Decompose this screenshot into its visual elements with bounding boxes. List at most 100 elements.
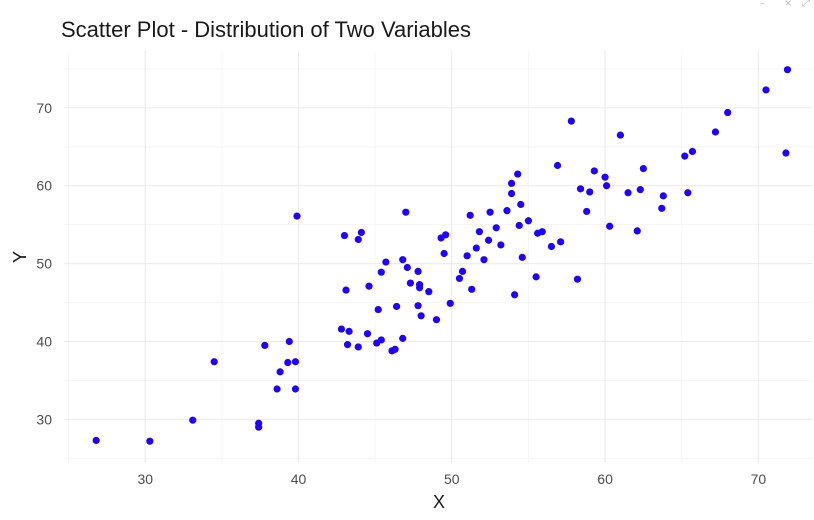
scatter-point — [603, 182, 611, 190]
scatter-point — [377, 336, 385, 344]
scatter-point — [681, 152, 689, 160]
scatter-point — [442, 231, 450, 239]
x-tick-label: 60 — [597, 471, 613, 487]
scatter-point — [382, 258, 390, 266]
scatter-point — [210, 358, 218, 366]
scatter-point — [463, 252, 471, 260]
scatter-point — [553, 161, 562, 170]
scatter-point — [357, 228, 365, 237]
scatter-point — [590, 167, 598, 175]
y-axis-title: Y — [10, 251, 30, 263]
scatter-point — [633, 227, 641, 235]
scatter-point — [518, 253, 526, 261]
scatter-point — [688, 147, 697, 156]
scatter-point — [659, 192, 667, 200]
scatter-point — [639, 165, 647, 173]
x-tick-label: 30 — [137, 471, 153, 487]
scatter-point — [399, 334, 407, 342]
scatter-point — [417, 312, 425, 320]
scatter-point — [276, 368, 284, 376]
minimize-icon: – — [760, 0, 765, 9]
scatter-point — [606, 222, 614, 230]
scatter-point — [354, 343, 362, 351]
scatter-point — [507, 189, 516, 198]
scatter-point — [468, 285, 476, 293]
scatter-point — [146, 437, 154, 445]
scatter-point — [393, 302, 401, 311]
scatter-point — [284, 358, 292, 367]
x-tick-label: 50 — [444, 471, 460, 487]
scatter-point — [472, 244, 480, 252]
scatter-point — [762, 86, 770, 94]
scatter-point — [440, 249, 448, 258]
scatter-point — [517, 200, 525, 209]
scatter-point — [532, 273, 540, 281]
scatter-point — [573, 275, 582, 283]
scatter-point — [586, 188, 594, 196]
scatter-point — [337, 325, 346, 333]
scatter-point — [557, 238, 565, 246]
scatter-point — [291, 385, 300, 393]
scatter-point — [636, 186, 644, 194]
scatter-point — [416, 284, 424, 292]
scatter-point — [374, 305, 382, 314]
scatter-point — [340, 231, 349, 240]
scatter-point — [497, 241, 505, 249]
scatter-point — [189, 416, 197, 424]
scatter-point — [515, 221, 523, 230]
scatter-point — [547, 242, 556, 251]
y-tick-label: 40 — [36, 334, 52, 350]
scatter-point — [601, 173, 609, 181]
y-tick-label: 70 — [36, 100, 52, 116]
scatter-point — [503, 207, 511, 215]
scatter-point — [432, 316, 441, 324]
scatter-point — [261, 341, 269, 349]
scatter-point — [365, 282, 373, 290]
scatter-point — [414, 267, 422, 276]
scatter-point — [684, 189, 692, 197]
expand-icon: ⤢ — [802, 0, 810, 9]
y-tick-label: 60 — [36, 178, 52, 194]
scatter-point — [711, 128, 720, 136]
minor-gridlines — [64, 51, 812, 463]
scatter-point — [583, 207, 591, 216]
scatter-point — [782, 149, 790, 157]
scatter-point — [342, 286, 350, 294]
x-tick-label: 40 — [291, 471, 307, 487]
scatter-point — [658, 204, 666, 212]
scatter-point — [567, 117, 575, 125]
scatter-point — [486, 208, 494, 216]
scatter-point — [255, 419, 263, 427]
y-tick-label: 50 — [36, 256, 52, 272]
scatter-point — [446, 299, 454, 307]
scatter-point — [403, 263, 411, 272]
x-tick-label: 70 — [751, 471, 767, 487]
scatter-point — [458, 267, 467, 276]
scatter-point — [455, 274, 464, 283]
scatter-point — [354, 235, 362, 244]
scatter-point — [783, 66, 792, 74]
scatter-point — [273, 385, 281, 393]
scatter-point — [345, 327, 353, 335]
scatter-point — [391, 345, 399, 353]
window-controls: – × ⤢ — [760, 0, 810, 9]
scatter-point — [507, 179, 516, 188]
close-icon: × — [784, 0, 792, 9]
scatter-point — [399, 256, 407, 264]
y-axis-tick-labels: 30 40 50 60 70 — [36, 100, 52, 428]
scatter-point — [475, 228, 483, 236]
scatter-point — [402, 208, 410, 216]
scatter-point — [343, 341, 352, 349]
scatter-point — [624, 189, 632, 197]
scatter-point — [616, 131, 625, 139]
scatter-point — [492, 224, 500, 232]
scatter-point — [724, 108, 732, 117]
scatter-point — [285, 337, 293, 346]
scatter-point — [511, 291, 519, 299]
scatter-point — [480, 256, 488, 264]
data-points — [92, 66, 792, 445]
scatter-point — [92, 436, 100, 445]
major-gridlines — [64, 51, 812, 463]
scatter-point — [524, 217, 533, 225]
